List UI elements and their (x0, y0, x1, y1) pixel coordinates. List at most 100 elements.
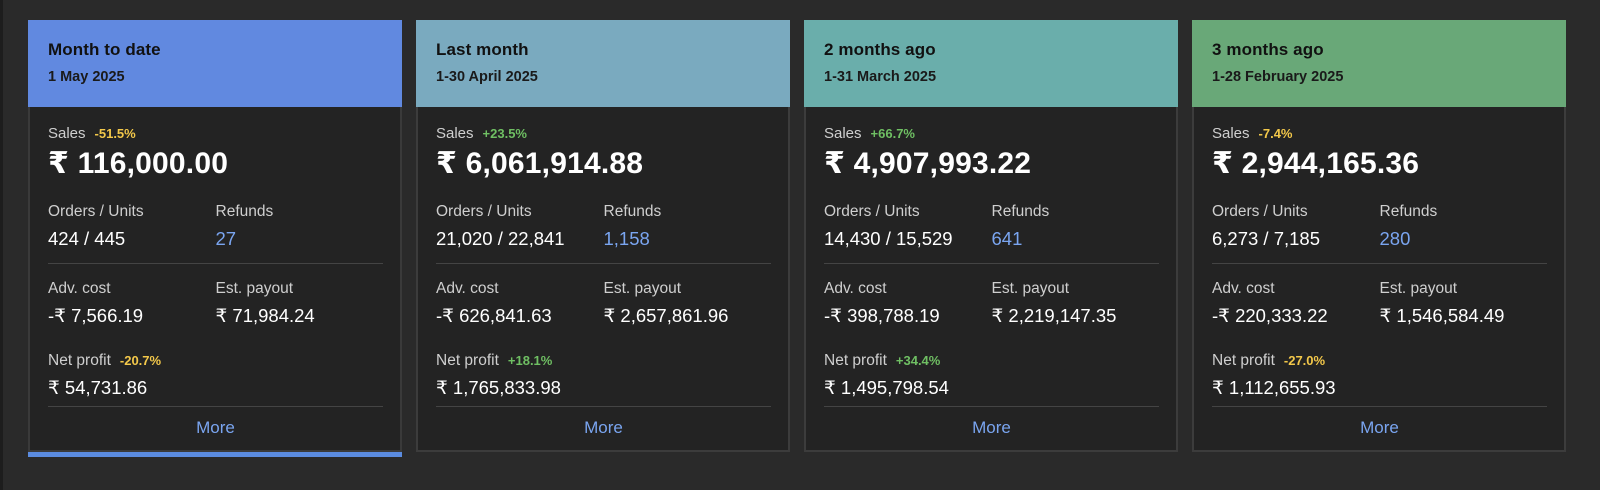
sales-value: ₹ 4,907,993.22 (824, 147, 1032, 180)
sales-change-badge: +23.5% (482, 126, 527, 141)
adv-cost-value: -₹ 7,566.19 (48, 305, 144, 326)
est-payout-value: ₹ 71,984.24 (215, 305, 315, 326)
cost-payout-row: Adv. cost -₹ 220,333.22 Est. payout ₹ 1,… (1212, 280, 1547, 327)
more-link[interactable]: More (48, 406, 383, 438)
net-profit-row: Net profit +18.1% (436, 352, 771, 370)
net-profit-change-badge: +34.4% (895, 353, 941, 368)
sales-value: ₹ 116,000.00 (48, 147, 229, 180)
card-title: Last month (436, 40, 529, 59)
card-header[interactable]: 3 months ago 1-28 February 2025 (1192, 20, 1566, 107)
est-payout-label: Est. payout (1379, 280, 1458, 297)
orders-units-label: Orders / Units (1212, 203, 1308, 220)
orders-refunds-row: Orders / Units 14,430 / 15,529 Refunds 6… (824, 203, 1159, 250)
net-profit-row: Net profit -27.0% (1212, 352, 1547, 370)
cost-payout-row: Adv. cost -₹ 7,566.19 Est. payout ₹ 71,9… (48, 280, 383, 327)
adv-cost-label: Adv. cost (1212, 280, 1275, 297)
card-body: Sales -7.4% ₹ 2,944,165.36 Orders / Unit… (1194, 125, 1564, 399)
orders-units-label: Orders / Units (824, 203, 920, 220)
adv-cost-label: Adv. cost (48, 280, 111, 297)
est-payout-value: ₹ 2,219,147.35 (991, 305, 1117, 326)
sales-label: Sales (48, 125, 86, 142)
card-body: Sales +23.5% ₹ 6,061,914.88 Orders / Uni… (418, 125, 788, 399)
sales-change-badge: -7.4% (1258, 126, 1293, 141)
net-profit-change-badge: -27.0% (1283, 353, 1326, 368)
net-profit-label: Net profit (48, 352, 111, 369)
orders-units-label: Orders / Units (436, 203, 532, 220)
net-profit-row: Net profit -20.7% (48, 352, 383, 370)
more-link[interactable]: More (824, 406, 1159, 438)
net-profit-label: Net profit (1212, 352, 1275, 369)
sales-change-badge: +66.7% (870, 126, 915, 141)
orders-units-value: 14,430 / 15,529 (824, 228, 953, 249)
net-profit-value: ₹ 1,112,655.93 (1212, 377, 1336, 398)
card-body: Sales +66.7% ₹ 4,907,993.22 Orders / Uni… (806, 125, 1176, 399)
sales-value: ₹ 6,061,914.88 (436, 147, 644, 180)
refunds-link[interactable]: 1,158 (603, 228, 650, 249)
orders-units-value: 424 / 445 (48, 228, 126, 249)
orders-units-value: 21,020 / 22,841 (436, 228, 565, 249)
net-profit-label: Net profit (824, 352, 887, 369)
active-card-indicator (28, 452, 402, 457)
card-date-range: 1-31 March 2025 (824, 69, 937, 85)
card-header[interactable]: Month to date 1 May 2025 (28, 20, 402, 107)
est-payout-label: Est. payout (603, 280, 682, 297)
cost-payout-row: Adv. cost -₹ 398,788.19 Est. payout ₹ 2,… (824, 280, 1159, 327)
divider (48, 263, 383, 264)
card-date-range: 1-30 April 2025 (436, 69, 538, 85)
period-card-month-to-date[interactable]: Month to date 1 May 2025 Sales -51.5% ₹ … (28, 20, 402, 457)
period-card-3-months-ago[interactable]: 3 months ago 1-28 February 2025 Sales -7… (1192, 20, 1566, 452)
sales-row: Sales -51.5% (48, 125, 383, 142)
refunds-label: Refunds (1379, 203, 1438, 220)
sales-label: Sales (824, 125, 862, 142)
card-body: Sales -51.5% ₹ 116,000.00 Orders / Units… (30, 125, 400, 399)
net-profit-value: ₹ 1,495,798.54 (824, 377, 949, 398)
period-cards: Month to date 1 May 2025 Sales -51.5% ₹ … (28, 20, 1566, 457)
refunds-link[interactable]: 280 (1379, 228, 1411, 249)
net-profit-value: ₹ 1,765,833.98 (436, 377, 561, 398)
card-date-range: 1 May 2025 (48, 69, 125, 85)
adv-cost-value: -₹ 220,333.22 (1212, 305, 1328, 326)
est-payout-value: ₹ 2,657,861.96 (603, 305, 729, 326)
cost-payout-row: Adv. cost -₹ 626,841.63 Est. payout ₹ 2,… (436, 280, 771, 327)
sales-value: ₹ 2,944,165.36 (1212, 147, 1420, 180)
period-card-2-months-ago[interactable]: 2 months ago 1-31 March 2025 Sales +66.7… (804, 20, 1178, 452)
more-link[interactable]: More (436, 406, 771, 438)
refunds-link[interactable]: 27 (215, 228, 237, 249)
divider (1212, 263, 1547, 264)
est-payout-label: Est. payout (215, 280, 294, 297)
left-edge (0, 0, 3, 490)
est-payout-value: ₹ 1,546,584.49 (1379, 305, 1505, 326)
refunds-label: Refunds (603, 203, 662, 220)
divider (436, 263, 771, 264)
refunds-label: Refunds (215, 203, 274, 220)
divider (824, 263, 1159, 264)
net-profit-row: Net profit +34.4% (824, 352, 1159, 370)
refunds-link[interactable]: 641 (991, 228, 1023, 249)
adv-cost-label: Adv. cost (436, 280, 499, 297)
period-card-last-month[interactable]: Last month 1-30 April 2025 Sales +23.5% … (416, 20, 790, 452)
est-payout-label: Est. payout (991, 280, 1070, 297)
sales-row: Sales +66.7% (824, 125, 1159, 142)
card-title: 3 months ago (1212, 40, 1324, 59)
orders-refunds-row: Orders / Units 424 / 445 Refunds 27 (48, 203, 383, 250)
more-link[interactable]: More (1212, 406, 1547, 438)
card-title: 2 months ago (824, 40, 936, 59)
card-header[interactable]: Last month 1-30 April 2025 (416, 20, 790, 107)
card-header[interactable]: 2 months ago 1-31 March 2025 (804, 20, 1178, 107)
net-profit-label: Net profit (436, 352, 499, 369)
adv-cost-label: Adv. cost (824, 280, 887, 297)
orders-refunds-row: Orders / Units 6,273 / 7,185 Refunds 280 (1212, 203, 1547, 250)
orders-refunds-row: Orders / Units 21,020 / 22,841 Refunds 1… (436, 203, 771, 250)
net-profit-change-badge: -20.7% (119, 353, 162, 368)
sales-row: Sales +23.5% (436, 125, 771, 142)
sales-label: Sales (1212, 125, 1250, 142)
orders-units-value: 6,273 / 7,185 (1212, 228, 1321, 249)
net-profit-value: ₹ 54,731.86 (48, 377, 148, 398)
sales-label: Sales (436, 125, 474, 142)
sales-change-badge: -51.5% (94, 126, 136, 141)
sales-row: Sales -7.4% (1212, 125, 1547, 142)
orders-units-label: Orders / Units (48, 203, 144, 220)
card-title: Month to date (48, 40, 161, 59)
net-profit-change-badge: +18.1% (507, 353, 553, 368)
refunds-label: Refunds (991, 203, 1050, 220)
